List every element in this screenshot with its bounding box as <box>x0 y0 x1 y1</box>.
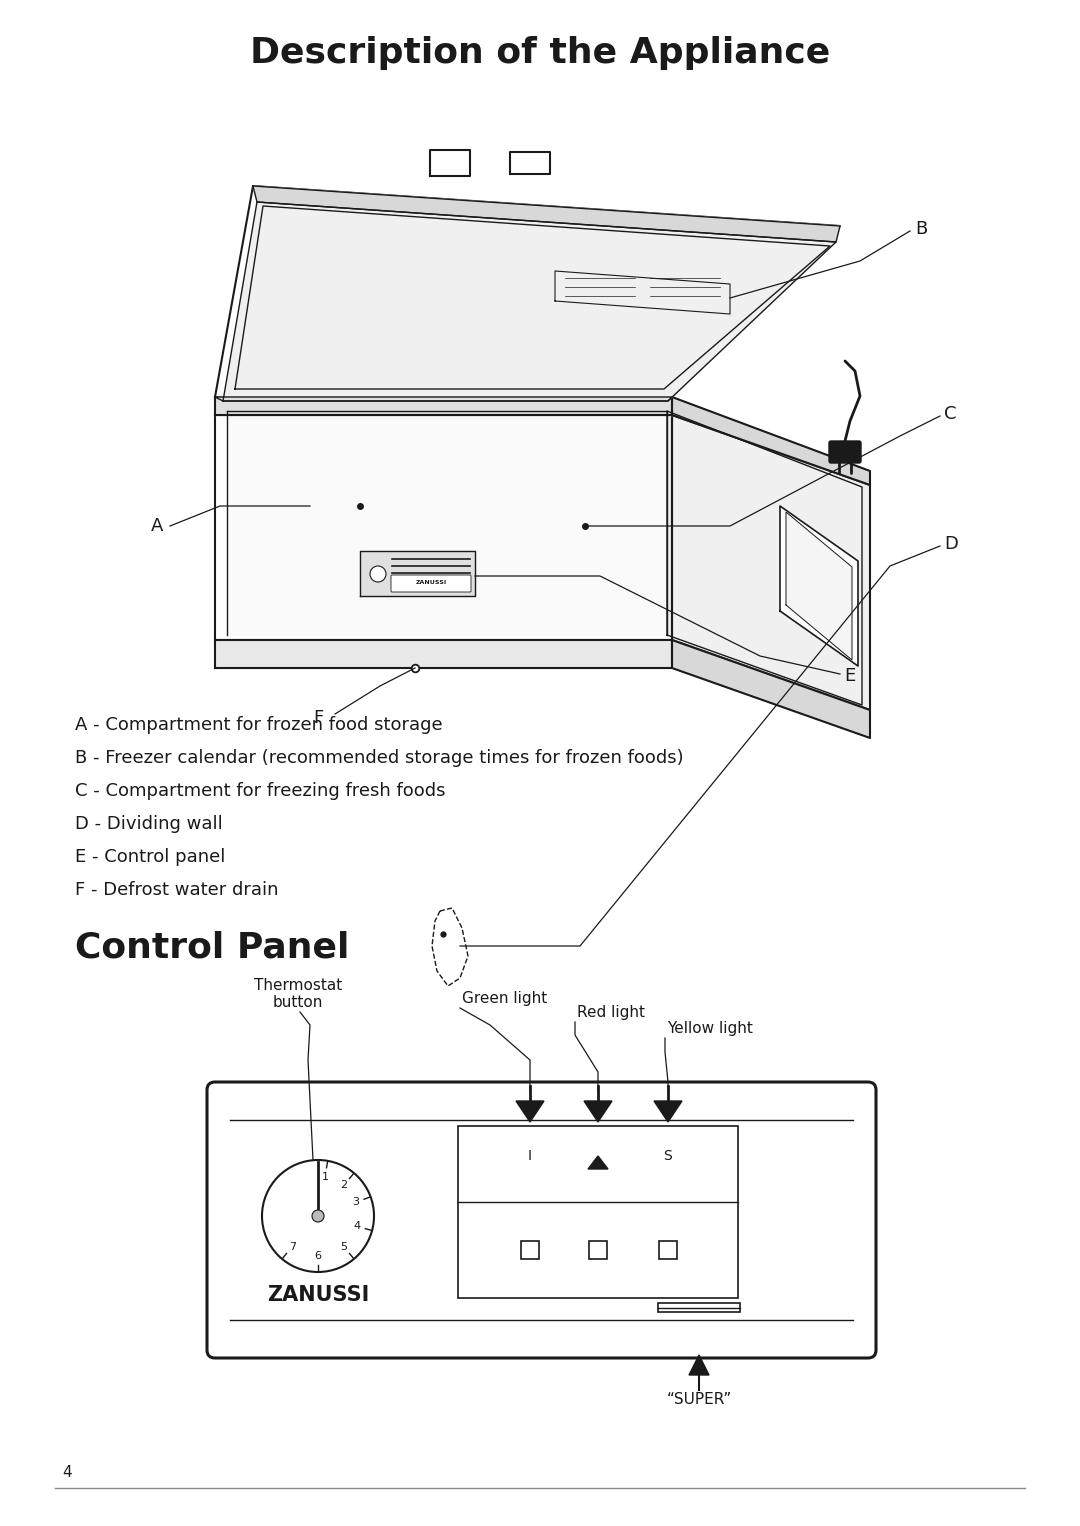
Text: E: E <box>843 667 855 685</box>
Text: 7: 7 <box>288 1242 296 1251</box>
Text: E - Control panel: E - Control panel <box>75 848 226 865</box>
Text: F - Defrost water drain: F - Defrost water drain <box>75 881 279 899</box>
FancyBboxPatch shape <box>391 575 471 592</box>
Polygon shape <box>215 397 672 415</box>
Polygon shape <box>516 1100 544 1122</box>
Text: 6: 6 <box>314 1251 322 1260</box>
FancyBboxPatch shape <box>458 1126 738 1299</box>
Text: A - Compartment for frozen food storage: A - Compartment for frozen food storage <box>75 716 443 734</box>
Polygon shape <box>227 410 667 635</box>
Text: 5: 5 <box>340 1242 347 1251</box>
Text: Control Panel: Control Panel <box>75 931 349 964</box>
Circle shape <box>312 1210 324 1222</box>
FancyBboxPatch shape <box>659 1241 677 1259</box>
Polygon shape <box>510 153 550 174</box>
Text: B - Freezer calendar (recommended storage times for frozen foods): B - Freezer calendar (recommended storag… <box>75 749 684 768</box>
Text: 2: 2 <box>340 1180 348 1190</box>
Polygon shape <box>215 639 672 668</box>
Polygon shape <box>215 415 672 639</box>
Circle shape <box>370 566 386 581</box>
Text: “SUPER”: “SUPER” <box>666 1392 731 1407</box>
Text: 4: 4 <box>353 1221 361 1231</box>
Text: A: A <box>150 517 163 536</box>
Text: 3: 3 <box>352 1198 359 1207</box>
Polygon shape <box>786 513 852 661</box>
FancyBboxPatch shape <box>829 441 861 462</box>
FancyBboxPatch shape <box>521 1241 539 1259</box>
Polygon shape <box>360 551 475 597</box>
Text: B: B <box>915 220 928 238</box>
Text: D - Dividing wall: D - Dividing wall <box>75 815 222 833</box>
Polygon shape <box>253 186 840 243</box>
Text: Description of the Appliance: Description of the Appliance <box>249 37 831 70</box>
Text: 4: 4 <box>62 1465 71 1480</box>
Polygon shape <box>689 1355 708 1375</box>
FancyBboxPatch shape <box>658 1303 740 1312</box>
Text: Green light: Green light <box>462 990 548 1006</box>
Polygon shape <box>780 507 858 665</box>
Text: F: F <box>313 710 323 726</box>
Circle shape <box>262 1160 374 1273</box>
Polygon shape <box>584 1100 612 1122</box>
Text: Thermostat
button: Thermostat button <box>254 978 342 1010</box>
Text: Yellow light: Yellow light <box>667 1021 753 1036</box>
Text: I: I <box>528 1149 532 1163</box>
Text: D: D <box>944 536 958 552</box>
Polygon shape <box>588 1157 608 1169</box>
Text: Red light: Red light <box>577 1006 645 1019</box>
Polygon shape <box>222 201 836 401</box>
Polygon shape <box>672 415 870 710</box>
Polygon shape <box>667 410 862 705</box>
Text: 1: 1 <box>322 1172 328 1181</box>
Polygon shape <box>215 186 840 397</box>
Polygon shape <box>430 150 470 175</box>
Text: C - Compartment for freezing fresh foods: C - Compartment for freezing fresh foods <box>75 781 446 800</box>
Polygon shape <box>654 1100 681 1122</box>
Text: S: S <box>663 1149 673 1163</box>
Polygon shape <box>672 397 870 485</box>
Polygon shape <box>215 397 672 401</box>
FancyBboxPatch shape <box>207 1082 876 1358</box>
Polygon shape <box>672 639 870 739</box>
Text: C: C <box>944 404 957 423</box>
FancyBboxPatch shape <box>589 1241 607 1259</box>
Polygon shape <box>555 272 730 314</box>
Text: ZANUSSI: ZANUSSI <box>267 1285 369 1305</box>
Text: ZANUSSI: ZANUSSI <box>416 580 447 584</box>
